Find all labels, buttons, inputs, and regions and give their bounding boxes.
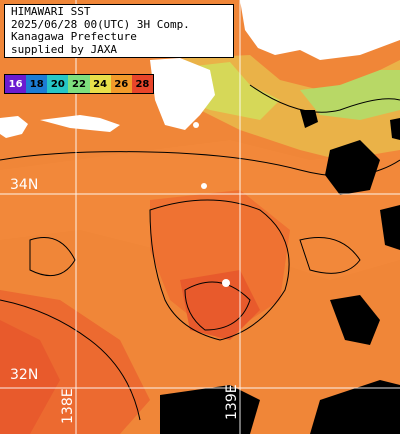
- lat-label-34n: 34N: [10, 177, 39, 193]
- lon-label-139e: 139E: [224, 384, 240, 420]
- isotherm-line: [29, 237, 76, 277]
- isotherm-line: [299, 237, 361, 274]
- cloud-patch-2: [325, 140, 380, 195]
- isotherm-line: [184, 281, 251, 331]
- scale-cell-26: 26: [110, 75, 132, 93]
- cloud-patch-3: [380, 205, 400, 250]
- sst-zone-southwest-warm: [0, 320, 60, 434]
- isotherm-line: [149, 199, 290, 341]
- sst-zone-22: [300, 70, 400, 120]
- cloud-patch-6: [330, 295, 380, 345]
- title-line-2: 2025/06/28 00(UTC) 3H Comp.: [11, 17, 190, 31]
- scale-cell-16: 16: [5, 75, 27, 93]
- title-line-1: HIMAWARI SST: [11, 5, 91, 18]
- scale-cell-22: 22: [68, 75, 90, 93]
- map-title-box: HIMAWARI SST 2025/06/28 00(UTC) 3H Comp.…: [4, 4, 234, 58]
- cloud-patch-1: [300, 110, 318, 128]
- lat-label-32n: 32N: [10, 367, 39, 383]
- isotherm-line: [249, 84, 400, 113]
- scale-cell-28: 28: [131, 75, 153, 93]
- scale-cell-24: 24: [89, 75, 111, 93]
- lon-label-138e: 138E: [60, 388, 76, 424]
- land-west-point: [0, 116, 28, 138]
- cloud-patch-7: [390, 118, 400, 140]
- cloud-patch-4: [160, 385, 260, 434]
- island: [193, 122, 199, 128]
- cloud-patch-5: [310, 380, 400, 434]
- isotherm-line: [0, 151, 400, 177]
- temperature-color-scale: 16 18 20 22 24 26 28: [4, 74, 154, 94]
- isotherm-contours: [0, 84, 400, 421]
- land-izu-peninsula: [150, 58, 215, 130]
- isotherm-line: [0, 299, 141, 421]
- island: [201, 183, 207, 189]
- land-mainland: [240, 0, 400, 60]
- title-line-4: supplied by JAXA: [11, 42, 117, 56]
- island: [222, 279, 230, 287]
- scale-cell-18: 18: [26, 75, 48, 93]
- scale-cell-20: 20: [47, 75, 69, 93]
- title-line-3: Kanagawa Prefecture: [11, 30, 137, 43]
- land-west-coast: [40, 115, 120, 132]
- small-islands: [193, 122, 230, 287]
